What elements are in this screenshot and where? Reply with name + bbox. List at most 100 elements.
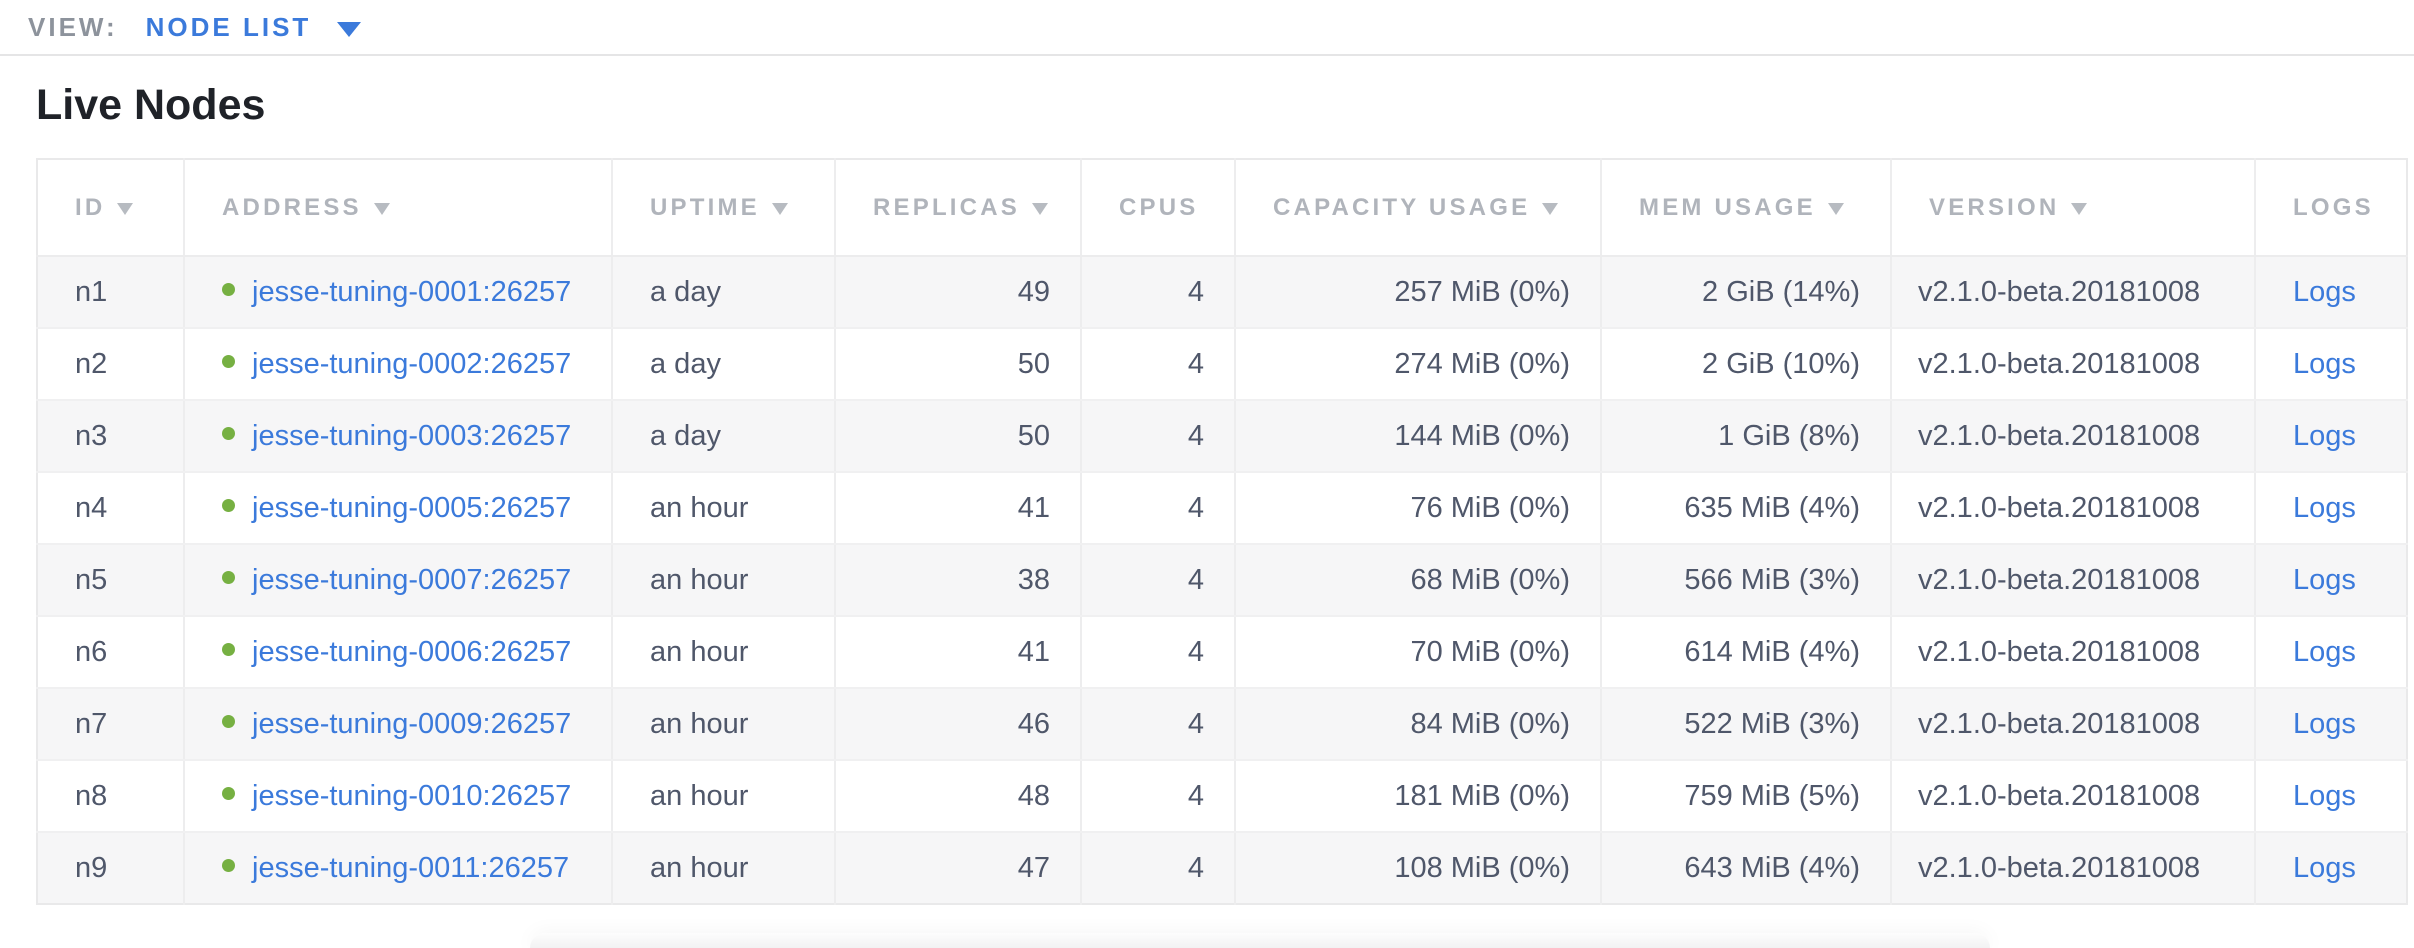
node-mem-usage-cell: 614 MiB (4%): [1601, 616, 1892, 689]
node-version-cell: v2.1.0-beta.20181008: [1891, 760, 2256, 833]
node-logs-link[interactable]: Logs: [2293, 419, 2356, 452]
node-uptime-cell: an hour: [612, 472, 836, 545]
node-address-cell: jesse-tuning-0011:26257: [184, 832, 613, 904]
node-address-link[interactable]: jesse-tuning-0003:26257: [252, 419, 572, 452]
table-row: n8 jesse-tuning-0010:26257 an hour 48 4 181 M…: [37, 760, 2407, 833]
node-id-cell: n4: [37, 472, 185, 545]
column-header-label: ADDRESS: [222, 193, 362, 221]
node-logs-link[interactable]: Logs: [2293, 707, 2356, 740]
column-header-label: LOGS: [2293, 193, 2374, 221]
node-id-cell: n6: [37, 616, 185, 689]
column-header-label: REPLICAS: [873, 193, 1020, 221]
node-logs-link[interactable]: Logs: [2293, 491, 2356, 524]
sort-desc-icon: [1542, 202, 1559, 215]
node-address-link[interactable]: jesse-tuning-0009:26257: [252, 707, 572, 740]
node-replicas-cell: 49: [835, 256, 1082, 329]
node-id-cell: n1: [37, 256, 185, 329]
column-header-label: MEM USAGE: [1639, 193, 1816, 221]
node-mem-usage-cell: 2 GiB (10%): [1601, 328, 1892, 401]
table-row: n3 jesse-tuning-0003:26257 a day 50 4 144 MiB…: [37, 400, 2407, 473]
node-logs-cell: Logs: [2255, 616, 2407, 689]
node-logs-link[interactable]: Logs: [2293, 779, 2356, 812]
node-uptime-cell: a day: [612, 400, 836, 473]
node-logs-link[interactable]: Logs: [2293, 635, 2356, 668]
column-header-address[interactable]: ADDRESS: [184, 159, 613, 257]
live-status-icon: [222, 427, 235, 441]
node-capacity-usage-cell: 76 MiB (0%): [1235, 472, 1602, 545]
node-mem-usage-cell: 759 MiB (5%): [1601, 760, 1892, 833]
node-uptime-cell: an hour: [612, 544, 836, 617]
node-replicas-cell: 47: [835, 832, 1082, 904]
column-header-id[interactable]: ID: [37, 159, 185, 257]
column-header-mem-usage[interactable]: MEM USAGE: [1601, 159, 1892, 257]
column-header-version[interactable]: VERSION: [1891, 159, 2256, 257]
node-replicas-cell: 38: [835, 544, 1082, 617]
node-version-cell: v2.1.0-beta.20181008: [1891, 328, 2256, 401]
table-row: n1 jesse-tuning-0001:26257 a day 49 4 257 MiB…: [37, 256, 2407, 329]
view-dropdown[interactable]: NODE LIST: [145, 11, 312, 42]
live-status-icon: [222, 355, 235, 369]
node-version-cell: v2.1.0-beta.20181008: [1891, 688, 2256, 761]
node-cpus-cell: 4: [1081, 400, 1236, 473]
node-capacity-usage-cell: 257 MiB (0%): [1235, 256, 1602, 329]
column-header-capacity-usage[interactable]: CAPACITY USAGE: [1235, 159, 1602, 257]
node-mem-usage-cell: 643 MiB (4%): [1601, 832, 1892, 904]
sort-desc-icon: [373, 202, 390, 215]
node-replicas-cell: 50: [835, 400, 1082, 473]
column-header-logs: LOGS: [2255, 159, 2407, 257]
live-status-icon: [222, 715, 235, 729]
node-address-link[interactable]: jesse-tuning-0011:26257: [252, 851, 570, 884]
node-capacity-usage-cell: 274 MiB (0%): [1235, 328, 1602, 401]
column-header-replicas[interactable]: REPLICAS: [835, 159, 1082, 257]
node-address-link[interactable]: jesse-tuning-0005:26257: [252, 491, 572, 524]
column-header-label: ID: [75, 193, 106, 221]
live-status-icon: [222, 787, 235, 801]
table-header: ID ADDRESS UPTIME REPLICAS CPUS CAPACITY…: [37, 159, 2407, 257]
column-header-uptime[interactable]: UPTIME: [612, 159, 836, 257]
column-header-cpus[interactable]: CPUS: [1081, 159, 1236, 257]
sort-desc-icon: [1031, 202, 1048, 215]
node-logs-cell: Logs: [2255, 472, 2407, 545]
node-logs-link[interactable]: Logs: [2293, 563, 2356, 596]
node-uptime-cell: a day: [612, 328, 836, 401]
view-selector-bar: VIEW: NODE LIST: [0, 0, 2414, 56]
node-cpus-cell: 4: [1081, 328, 1236, 401]
table-row: n4 jesse-tuning-0005:26257 an hour 41 4 76 Mi…: [37, 472, 2407, 545]
node-address-link[interactable]: jesse-tuning-0010:26257: [252, 779, 572, 812]
live-nodes-table: ID ADDRESS UPTIME REPLICAS CPUS CAPACITY…: [36, 158, 2408, 905]
sort-desc-icon: [1827, 202, 1844, 215]
node-mem-usage-cell: 566 MiB (3%): [1601, 544, 1892, 617]
live-status-icon: [222, 499, 235, 513]
node-cpus-cell: 4: [1081, 256, 1236, 329]
node-logs-link[interactable]: Logs: [2293, 851, 2356, 884]
node-address-link[interactable]: jesse-tuning-0007:26257: [252, 563, 572, 596]
node-uptime-cell: an hour: [612, 688, 836, 761]
node-address-cell: jesse-tuning-0010:26257: [184, 760, 613, 833]
node-uptime-cell: an hour: [612, 760, 836, 833]
node-uptime-cell: a day: [612, 256, 836, 329]
node-capacity-usage-cell: 181 MiB (0%): [1235, 760, 1602, 833]
node-address-cell: jesse-tuning-0001:26257: [184, 256, 613, 329]
chevron-down-icon[interactable]: [337, 21, 362, 37]
node-capacity-usage-cell: 144 MiB (0%): [1235, 400, 1602, 473]
live-status-icon: [222, 283, 235, 297]
node-logs-link[interactable]: Logs: [2293, 275, 2356, 308]
node-cpus-cell: 4: [1081, 472, 1236, 545]
node-uptime-cell: an hour: [612, 832, 836, 904]
node-replicas-cell: 41: [835, 616, 1082, 689]
node-capacity-usage-cell: 68 MiB (0%): [1235, 544, 1602, 617]
node-cpus-cell: 4: [1081, 688, 1236, 761]
node-logs-link[interactable]: Logs: [2293, 347, 2356, 380]
node-address-link[interactable]: jesse-tuning-0001:26257: [252, 275, 572, 308]
node-version-cell: v2.1.0-beta.20181008: [1891, 832, 2256, 904]
node-uptime-cell: an hour: [612, 616, 836, 689]
node-address-link[interactable]: jesse-tuning-0006:26257: [252, 635, 572, 668]
column-header-label: CAPACITY USAGE: [1273, 193, 1531, 221]
live-status-icon: [222, 643, 235, 657]
node-version-cell: v2.1.0-beta.20181008: [1891, 616, 2256, 689]
node-id-cell: n7: [37, 688, 185, 761]
node-logs-cell: Logs: [2255, 400, 2407, 473]
node-address-link[interactable]: jesse-tuning-0002:26257: [252, 347, 572, 380]
table-row: n5 jesse-tuning-0007:26257 an hour 38 4 68 Mi…: [37, 544, 2407, 617]
table-row: n2 jesse-tuning-0002:26257 a day 50 4 274 MiB…: [37, 328, 2407, 401]
